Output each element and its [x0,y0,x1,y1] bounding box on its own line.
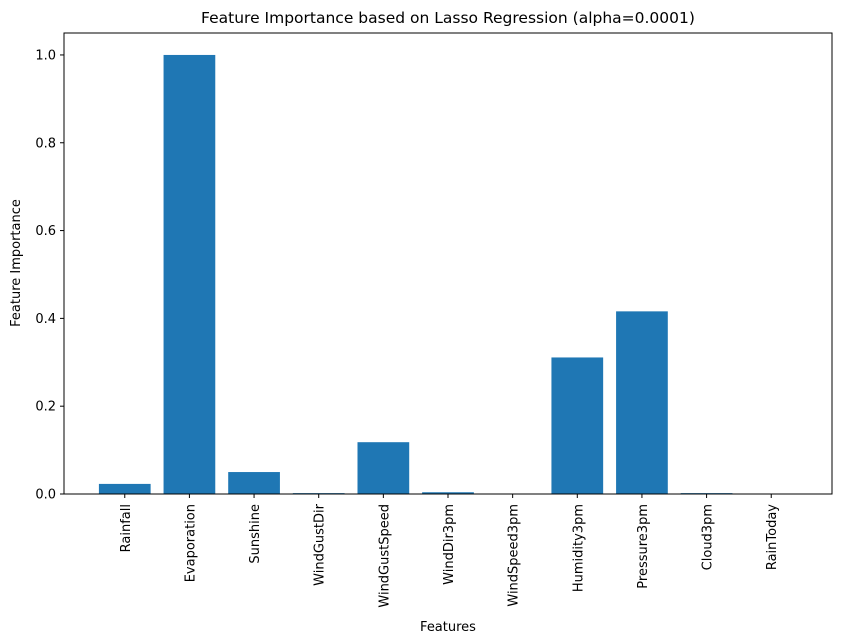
bar-humidity3pm [551,357,604,494]
bar-rainfall [98,483,151,494]
x-tick-label: Rainfall [119,504,134,552]
x-axis-label: Features [420,620,476,635]
x-tick-label: WindDir3pm [442,504,457,585]
y-tick-label: 0.0 [35,488,56,503]
y-tick-label: 0.6 [35,224,56,239]
y-tick-label: 0.8 [35,136,56,151]
x-tick-label: Evaporation [183,504,198,582]
x-tick-label: Cloud3pm [701,504,716,570]
bar-winddir3pm [422,492,474,494]
bar-sunshine [228,472,280,494]
plot-frame [63,32,833,495]
x-tick-label: Sunshine [248,504,263,564]
y-tick-label: 0.4 [35,312,56,327]
x-tick-label: Humidity3pm [571,504,586,592]
y-axis-ticks: 0.0 0.2 0.4 0.6 0.8 1.0 [35,48,64,503]
y-tick-label: 0.2 [35,400,56,415]
x-tick-label: RainToday [765,504,780,570]
bar-pressure3pm [616,311,668,494]
y-axis-label: Feature Importance [9,199,24,327]
bars-group [98,54,733,495]
x-tick-label: WindGustSpeed [377,504,392,608]
bar-evaporation [163,54,216,494]
y-tick-label: 1.0 [35,48,56,63]
x-tick-label: WindGustDir [313,503,328,585]
x-tick-label: WindSpeed3pm [507,504,522,607]
x-tick-label: Pressure3pm [636,504,651,589]
chart-title: Feature Importance based on Lasso Regres… [201,9,695,27]
bar-windgustspeed [357,442,410,494]
x-axis-ticks: Rainfall Evaporation Sunshine WindGustDir Wi… [119,494,780,608]
